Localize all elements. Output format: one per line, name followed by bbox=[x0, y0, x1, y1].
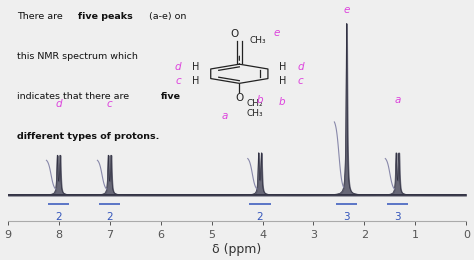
Text: 2: 2 bbox=[55, 212, 62, 222]
Text: b: b bbox=[256, 95, 263, 105]
Text: b: b bbox=[278, 97, 285, 107]
Text: this NMR spectrum which: this NMR spectrum which bbox=[17, 52, 138, 61]
Text: H: H bbox=[279, 76, 287, 86]
Text: O: O bbox=[235, 93, 244, 103]
Text: O: O bbox=[231, 29, 239, 39]
Text: five: five bbox=[161, 92, 181, 101]
Text: c: c bbox=[107, 99, 112, 109]
Text: different types of protons.: different types of protons. bbox=[17, 132, 159, 141]
Text: CH₃: CH₃ bbox=[246, 109, 263, 118]
Text: a: a bbox=[394, 95, 401, 105]
Text: CH₃: CH₃ bbox=[249, 36, 266, 45]
Text: 2: 2 bbox=[256, 212, 263, 222]
Text: There are: There are bbox=[17, 12, 66, 22]
Text: 3: 3 bbox=[343, 212, 350, 222]
Text: d: d bbox=[55, 99, 62, 109]
Text: H: H bbox=[279, 62, 287, 72]
Text: 3: 3 bbox=[394, 212, 401, 222]
Text: e: e bbox=[343, 5, 350, 15]
Text: (a-e) on: (a-e) on bbox=[146, 12, 186, 22]
Text: CH₂: CH₂ bbox=[246, 99, 263, 108]
Text: indicates that there are: indicates that there are bbox=[17, 92, 132, 101]
Text: 2: 2 bbox=[106, 212, 113, 222]
Text: H: H bbox=[192, 76, 199, 86]
Text: c: c bbox=[298, 76, 303, 86]
Text: c: c bbox=[175, 76, 181, 86]
Text: a: a bbox=[221, 110, 228, 121]
Text: d: d bbox=[298, 62, 304, 72]
Text: d: d bbox=[174, 62, 181, 72]
X-axis label: δ (ppm): δ (ppm) bbox=[212, 243, 262, 256]
Text: H: H bbox=[192, 62, 199, 72]
Text: e: e bbox=[273, 28, 280, 38]
Text: five peaks: five peaks bbox=[78, 12, 133, 22]
